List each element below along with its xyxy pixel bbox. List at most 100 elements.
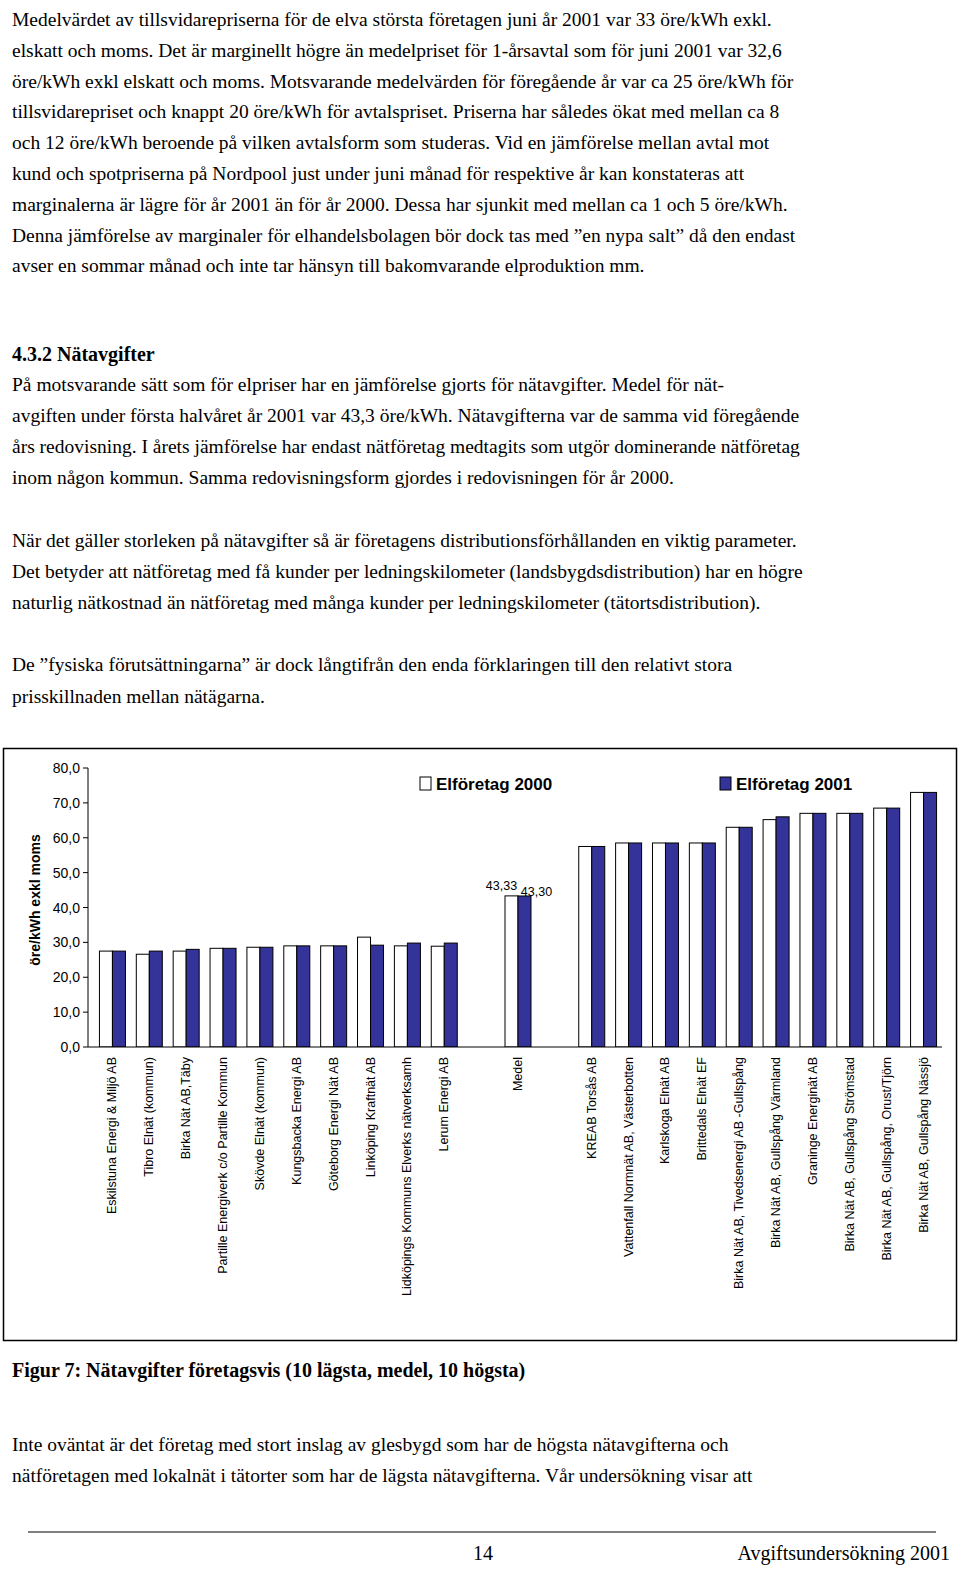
category-label: Lidköpings Kommuns Elverks nätverksamh <box>400 1057 414 1296</box>
caption: Figur 7: Nätavgifter företagsvis (10 läg… <box>12 1359 525 1382</box>
bar <box>726 827 739 1047</box>
text-line: När det gäller storleken på nätavgifter … <box>12 530 797 551</box>
legend-entry: Elföretag 2001 <box>736 775 852 794</box>
bar <box>665 843 678 1047</box>
page: Medelvärdet av tillsvidarepriserna för d… <box>0 0 960 1569</box>
tick-label: 70,0 <box>53 795 80 811</box>
bar <box>887 808 900 1047</box>
bar <box>173 951 186 1047</box>
text-line: På motsvarande sätt som för elpriser har… <box>12 374 724 395</box>
category-label: Skövde Elnät (kommun) <box>253 1057 267 1190</box>
footer-title: Avgiftsundersökning 2001 <box>738 1542 950 1565</box>
text-line: tillsvidarepriset och knappt 20 öre/kWh … <box>12 101 779 122</box>
text-line: års redovisning. I årets jämförelse har … <box>12 436 800 457</box>
category-label: Kungsbacka Energi AB <box>290 1057 304 1185</box>
bar <box>518 896 531 1047</box>
data-label: 43,33 <box>486 879 517 893</box>
category-label: Birka Nät AB, Gullspång, Orust/Tjörn <box>880 1057 894 1261</box>
text-line: Medelvärdet av tillsvidarepriserna för d… <box>12 9 772 30</box>
legend-swatch <box>720 777 731 790</box>
y-axis <box>88 768 89 1047</box>
tick-label: 50,0 <box>53 865 80 881</box>
category-label: Eskilstuna Energi & Miljö AB <box>105 1057 119 1214</box>
legend-swatch <box>420 777 431 790</box>
bar <box>739 827 752 1047</box>
bar <box>210 948 223 1047</box>
tick-label: 30,0 <box>53 934 80 950</box>
bar <box>431 946 444 1047</box>
bar <box>136 954 149 1047</box>
footer-rule <box>28 1532 936 1533</box>
text-line: inom någon kommun. Samma redovisningsfor… <box>12 467 674 488</box>
tick-label: 80,0 <box>53 760 80 776</box>
category-label: Birka Nät AB, Tivedsenergi AB -Gullspång <box>732 1057 746 1289</box>
category-label: Brittedals Elnät EF <box>695 1057 709 1161</box>
tick-label: 20,0 <box>53 969 80 985</box>
text-line: elskatt och moms. Det är marginellt högr… <box>12 40 782 61</box>
data-label: 43,30 <box>521 885 552 899</box>
text-line: avser en sommar månad och inte tar hänsy… <box>12 255 645 276</box>
bar <box>186 949 199 1047</box>
text-line: Denna jämförelse av marginaler för elhan… <box>12 225 796 246</box>
tick <box>83 977 88 978</box>
text-line: prisskillnaden mellan nätägarna. <box>12 686 265 707</box>
bar <box>702 843 715 1047</box>
category-label: Birka Nät AB, Gullspång Värmland <box>769 1057 783 1248</box>
bar <box>371 945 384 1047</box>
x-axis <box>88 1047 942 1048</box>
bar <box>334 946 347 1047</box>
legend-entry: Elföretag 2000 <box>436 775 552 794</box>
bar <box>260 947 273 1047</box>
bar <box>652 843 665 1047</box>
category-label: Karlskoga Elnät AB <box>658 1057 672 1164</box>
category-label: Graninge Energinät AB <box>806 1057 820 1185</box>
bar <box>223 948 236 1047</box>
bar <box>592 846 605 1047</box>
text-line: Det betyder att nätföretag med få kunder… <box>12 561 803 583</box>
bar <box>247 947 260 1047</box>
bar <box>112 951 125 1047</box>
text-line: och 12 öre/kWh beroende på vilken avtals… <box>12 132 770 153</box>
tick <box>83 942 88 943</box>
tick-label: 10,0 <box>53 1004 80 1020</box>
axis-label: öre/kWh exkl moms <box>27 834 43 966</box>
category-label: Birka Nät AB,Täby <box>179 1056 193 1159</box>
bar <box>297 946 310 1047</box>
bar <box>284 946 297 1047</box>
category-label: Linköping Kraftnät AB <box>364 1057 378 1177</box>
chart-frame <box>4 749 957 1341</box>
tick <box>83 802 88 803</box>
bar <box>444 943 457 1047</box>
category-label: Tibro Elnät (kommun) <box>142 1057 156 1177</box>
category-label: Vattenfall Normnät AB, Västerbotten <box>622 1057 636 1257</box>
category-label: Lerum Energi AB <box>437 1057 451 1152</box>
bar <box>776 817 789 1047</box>
text-line: marginalerna är lägre för år 2001 än för… <box>12 194 788 215</box>
text-line: nätföretagen med lokalnät i tätorter som… <box>12 1465 753 1486</box>
tick <box>83 768 88 769</box>
text-line: avgiften under första halvåret år 2001 v… <box>12 405 799 426</box>
bar <box>911 792 924 1047</box>
text-line: naturlig nätkostnad än nätföretag med må… <box>12 592 760 614</box>
tick <box>83 907 88 908</box>
heading: 4.3.2 Nätavgifter <box>12 343 155 366</box>
bar <box>813 813 826 1047</box>
bar <box>407 943 420 1047</box>
category-label: Medel <box>511 1057 525 1091</box>
bar <box>850 813 863 1047</box>
bar <box>763 820 776 1047</box>
category-label: Partille Energiverk c/o Partille Kommun <box>216 1057 230 1274</box>
tick-label: 60,0 <box>53 830 80 846</box>
category-label: Göteborg Energi Nät AB <box>327 1057 341 1191</box>
bar <box>924 792 937 1047</box>
category-label: Birka Nät AB, Gullspång Strömstad <box>843 1057 857 1252</box>
text-line: De ”fysiska förutsättningarna” är dock l… <box>12 654 732 675</box>
bar <box>358 937 371 1047</box>
bar <box>505 896 518 1047</box>
bar <box>874 808 887 1047</box>
tick-label: 40,0 <box>53 900 80 916</box>
category-label: KREAB Torsås AB <box>585 1057 599 1159</box>
text-line: öre/kWh exkl elskatt och moms. Motsvaran… <box>12 71 794 92</box>
tick <box>83 1012 88 1013</box>
bar <box>800 813 813 1047</box>
